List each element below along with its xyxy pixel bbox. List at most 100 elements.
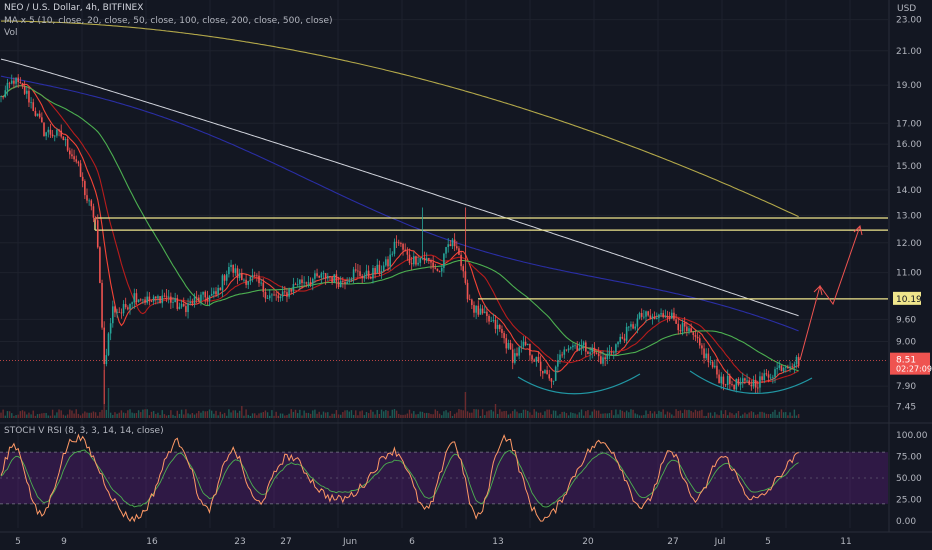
volume-bar	[488, 410, 490, 418]
candle-body	[610, 351, 613, 353]
candle-body	[380, 270, 383, 273]
candle-body	[731, 384, 733, 385]
volume-bar	[163, 414, 166, 418]
volume-bar	[484, 415, 486, 418]
candle-body	[447, 244, 449, 248]
volume-bar	[490, 409, 492, 418]
candle-body	[748, 380, 750, 385]
volume-bar	[357, 415, 359, 418]
volume-bar	[516, 411, 518, 418]
volume-bar	[625, 410, 628, 418]
candle-body	[561, 354, 563, 356]
volume-bar	[737, 411, 740, 418]
volume-bar	[51, 409, 54, 418]
volume-bar	[645, 410, 647, 418]
volume-bar	[243, 415, 245, 418]
volume-legend[interactable]: Vol	[4, 28, 18, 38]
volume-bar	[752, 412, 755, 418]
volume-bar	[574, 413, 576, 418]
candle-body	[251, 275, 254, 277]
ma10-line	[0, 83, 799, 384]
candle-body	[757, 387, 759, 389]
volume-bar	[361, 410, 363, 418]
candle-body	[133, 293, 136, 303]
candle-body	[266, 298, 269, 299]
candle-body	[281, 291, 284, 297]
volume-bar	[94, 412, 97, 418]
candle-body	[655, 318, 658, 319]
candle-body	[718, 374, 720, 384]
volume-bar	[542, 415, 544, 418]
candle-body	[73, 156, 75, 160]
candle-body	[537, 356, 540, 362]
volume-bar	[503, 411, 505, 418]
volume-bar	[15, 415, 17, 418]
candle-body	[359, 271, 361, 276]
volume-bar	[408, 409, 411, 418]
candle-body	[722, 376, 725, 385]
candle-body	[789, 366, 791, 369]
ma-legend[interactable]: MA x 5 (10, close, 20, close, 50, close,…	[4, 16, 333, 26]
candle-body	[451, 239, 454, 247]
candle-body	[43, 122, 45, 137]
volume-bar	[75, 409, 77, 418]
candle-body	[554, 366, 557, 381]
candle-body	[339, 280, 342, 287]
candle-body	[729, 375, 731, 385]
ma500-line	[1, 20, 799, 218]
volume-bar	[464, 392, 467, 418]
volume-bar	[112, 414, 114, 418]
volume-bar	[494, 404, 497, 418]
volume-bar	[598, 410, 600, 418]
candle-body	[696, 336, 699, 339]
price-tick-label: 7.90	[896, 382, 916, 392]
candle-body	[178, 306, 181, 309]
candle-body	[698, 338, 701, 346]
candle-body	[501, 329, 503, 334]
volume-bar	[8, 411, 11, 418]
candle-body	[217, 287, 219, 295]
volume-bar	[305, 412, 307, 418]
candle-body	[681, 322, 684, 332]
volume-bar	[99, 412, 101, 418]
volume-bar	[668, 412, 671, 418]
candle-body	[413, 256, 415, 265]
candle-body	[658, 314, 660, 319]
candle-body	[744, 378, 746, 381]
ma20-line	[0, 85, 799, 384]
candle-body	[94, 217, 97, 221]
candle-body	[303, 282, 305, 284]
grid-lines	[0, 0, 888, 528]
volume-bar	[372, 411, 374, 418]
candle-body	[793, 364, 796, 367]
volume-bar	[39, 413, 41, 418]
candle-body	[636, 318, 639, 327]
candle-body	[505, 338, 508, 349]
candle-body	[563, 349, 566, 355]
volume-bar	[544, 411, 546, 418]
volume-bar	[393, 409, 396, 418]
candle-body	[673, 312, 675, 320]
volume-bar	[400, 414, 402, 418]
volume-bar	[129, 409, 131, 418]
volume-bar	[795, 415, 798, 418]
candle-body	[361, 275, 363, 279]
symbol-title[interactable]: NEO / U.S. Dollar, 4h, BITFINEX	[4, 3, 144, 13]
candle-body	[494, 320, 497, 329]
candle-body	[170, 296, 172, 303]
volume-bar	[789, 412, 791, 418]
candle-body	[69, 150, 71, 155]
time-tick-label: Jun	[342, 537, 357, 547]
stoch-legend[interactable]: STOCH V RSI (8, 3, 3, 14, 14, close)	[4, 426, 164, 436]
candle-body	[397, 242, 400, 244]
volume-bar	[681, 413, 684, 418]
candle-body	[421, 257, 424, 259]
volume-bar	[656, 414, 658, 418]
candle-body	[41, 117, 43, 123]
candle-body	[34, 110, 37, 116]
volume-bar	[206, 411, 209, 418]
candle-body	[651, 316, 654, 319]
candle-body	[597, 353, 600, 357]
candle-body	[544, 370, 546, 374]
